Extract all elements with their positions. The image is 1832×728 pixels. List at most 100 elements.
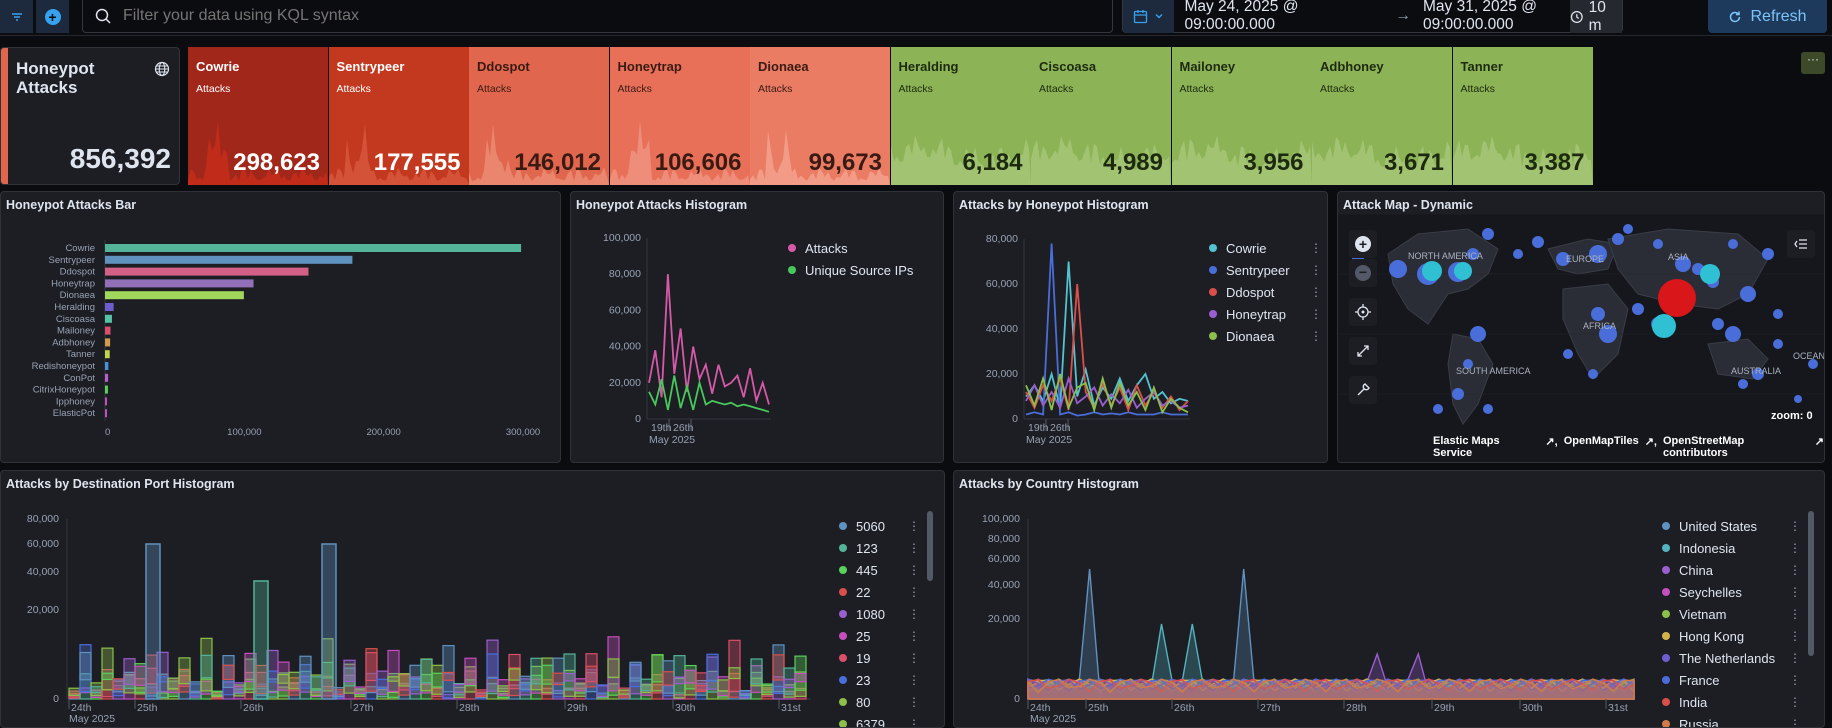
histogram-bar[interactable] <box>695 672 708 691</box>
attack-marker[interactable] <box>1532 236 1544 248</box>
bar[interactable] <box>105 385 108 394</box>
histogram-bar[interactable] <box>200 654 213 679</box>
attack-marker[interactable] <box>1588 369 1598 379</box>
legend-item[interactable]: 23 ⋮ <box>839 669 920 691</box>
bar[interactable] <box>105 350 110 359</box>
filter-menu-button[interactable] <box>0 0 34 33</box>
bar[interactable] <box>105 326 111 335</box>
legend-options-icon[interactable]: ⋮ <box>908 563 920 577</box>
histogram-bar[interactable] <box>508 668 521 681</box>
histogram-bar[interactable] <box>112 678 125 690</box>
attack-marker[interactable] <box>1773 309 1783 319</box>
series-line[interactable] <box>1025 243 1188 417</box>
end-date[interactable]: May 31, 2025 @ 09:00:00.000 <box>1422 0 1537 33</box>
attack-marker[interactable] <box>1482 228 1494 240</box>
bar[interactable] <box>105 338 111 347</box>
legend-item[interactable]: United States ⋮ <box>1662 515 1801 537</box>
legend-options-icon[interactable]: ⋮ <box>1789 717 1801 728</box>
attack-marker[interactable] <box>1591 307 1605 321</box>
layer-toggle-button[interactable] <box>1787 230 1815 258</box>
histogram-bar[interactable] <box>497 685 510 693</box>
histogram-bar[interactable] <box>607 658 620 678</box>
attack-marker[interactable] <box>1463 359 1473 369</box>
histogram-bar[interactable] <box>596 684 609 695</box>
attack-marker[interactable] <box>1773 339 1783 349</box>
attack-marker[interactable] <box>1712 318 1724 330</box>
attack-marker[interactable] <box>1808 359 1818 369</box>
legend-options-icon[interactable]: ⋮ <box>1789 695 1801 709</box>
histogram-bar[interactable] <box>772 654 785 681</box>
legend-item[interactable]: Vietnam ⋮ <box>1662 603 1801 625</box>
start-date[interactable]: May 24, 2025 @ 09:00:00.000 <box>1184 0 1299 33</box>
kql-search-field[interactable] <box>82 0 1113 33</box>
legend-item[interactable]: 22 ⋮ <box>839 581 920 603</box>
bar[interactable] <box>105 397 107 406</box>
bar[interactable] <box>105 279 254 288</box>
histogram-bar[interactable] <box>530 657 543 685</box>
series-area[interactable] <box>1027 678 1635 700</box>
histogram-bar[interactable] <box>343 659 356 683</box>
histogram-bar[interactable] <box>563 653 576 691</box>
legend-options-icon[interactable]: ⋮ <box>1789 585 1801 599</box>
legend-options-icon[interactable]: ⋮ <box>908 585 920 599</box>
legend-options-icon[interactable]: ⋮ <box>1310 329 1322 343</box>
refresh-button[interactable]: Refresh <box>1708 0 1827 33</box>
legend-item[interactable]: Indonesia ⋮ <box>1662 537 1801 559</box>
bar[interactable] <box>105 244 522 252</box>
histogram-bar[interactable] <box>673 676 686 685</box>
histogram-bar[interactable] <box>310 676 323 691</box>
histogram-bar[interactable] <box>134 665 147 686</box>
legend-options-icon[interactable]: ⋮ <box>1789 519 1801 533</box>
fullscreen-button[interactable] <box>1349 337 1377 365</box>
legend-item[interactable]: 5060 ⋮ <box>839 515 920 537</box>
legend-item[interactable]: Cowrie ⋮ <box>1209 237 1322 259</box>
legend-item[interactable]: 1080 ⋮ <box>839 603 920 625</box>
zoom-out-button[interactable]: − <box>1349 259 1377 287</box>
locate-button[interactable] <box>1349 298 1377 326</box>
histogram-bar[interactable] <box>178 657 191 685</box>
histogram-bar[interactable] <box>222 664 235 681</box>
attack-marker[interactable] <box>1433 404 1443 414</box>
attack-marker[interactable] <box>1589 245 1607 263</box>
bar[interactable] <box>105 362 109 370</box>
histogram-bar[interactable] <box>673 655 686 694</box>
histogram-bar[interactable] <box>442 645 455 693</box>
attribution-link[interactable]: Elastic Maps Service <box>1433 435 1500 459</box>
zoom-in-button[interactable]: + <box>1349 230 1377 258</box>
attack-marker[interactable] <box>1454 262 1472 280</box>
histogram-bar[interactable] <box>629 661 642 682</box>
histogram-bar[interactable] <box>684 669 697 684</box>
histogram-bar[interactable] <box>123 658 136 685</box>
histogram-bar[interactable] <box>253 580 269 700</box>
legend-options-icon[interactable]: ⋮ <box>1789 607 1801 621</box>
histogram-bar[interactable] <box>464 657 477 685</box>
histogram-bar[interactable] <box>189 681 202 694</box>
legend-options-icon[interactable]: ⋮ <box>908 629 920 643</box>
histogram-bar[interactable] <box>783 678 796 689</box>
legend-options-icon[interactable]: ⋮ <box>908 717 920 728</box>
attack-marker[interactable] <box>1389 260 1407 278</box>
histogram-bar[interactable] <box>398 673 411 687</box>
legend-options-icon[interactable]: ⋮ <box>1310 307 1322 321</box>
attack-marker[interactable] <box>1623 224 1633 234</box>
date-picker[interactable]: May 24, 2025 @ 09:00:00.000 → May 31, 20… <box>1122 0 1623 34</box>
legend-item[interactable]: Seychelles ⋮ <box>1662 581 1801 603</box>
world-map[interactable]: NORTH AMERICA EUROPE ASIA AFRICA SOUTH A… <box>1338 214 1825 463</box>
attack-marker[interactable] <box>1675 256 1691 272</box>
attack-marker[interactable] <box>1794 395 1802 403</box>
histogram-bar[interactable] <box>211 690 224 696</box>
series-line[interactable] <box>1025 375 1189 411</box>
legend-options-icon[interactable]: ⋮ <box>1310 241 1322 255</box>
attack-marker[interactable] <box>1740 286 1756 302</box>
legend-item[interactable]: 19 ⋮ <box>839 647 920 669</box>
legend-options-icon[interactable]: ⋮ <box>908 607 920 621</box>
histogram-bar[interactable] <box>387 676 400 682</box>
bar[interactable] <box>105 255 353 264</box>
legend-options-icon[interactable]: ⋮ <box>908 651 920 665</box>
legend-options-icon[interactable]: ⋮ <box>1789 563 1801 577</box>
histogram-bar[interactable] <box>728 667 741 680</box>
legend-item[interactable]: Unique Source IPs <box>788 259 938 281</box>
legend-item[interactable]: 445 ⋮ <box>839 559 920 581</box>
histogram-bar[interactable] <box>739 689 752 696</box>
legend-options-icon[interactable]: ⋮ <box>908 541 920 555</box>
